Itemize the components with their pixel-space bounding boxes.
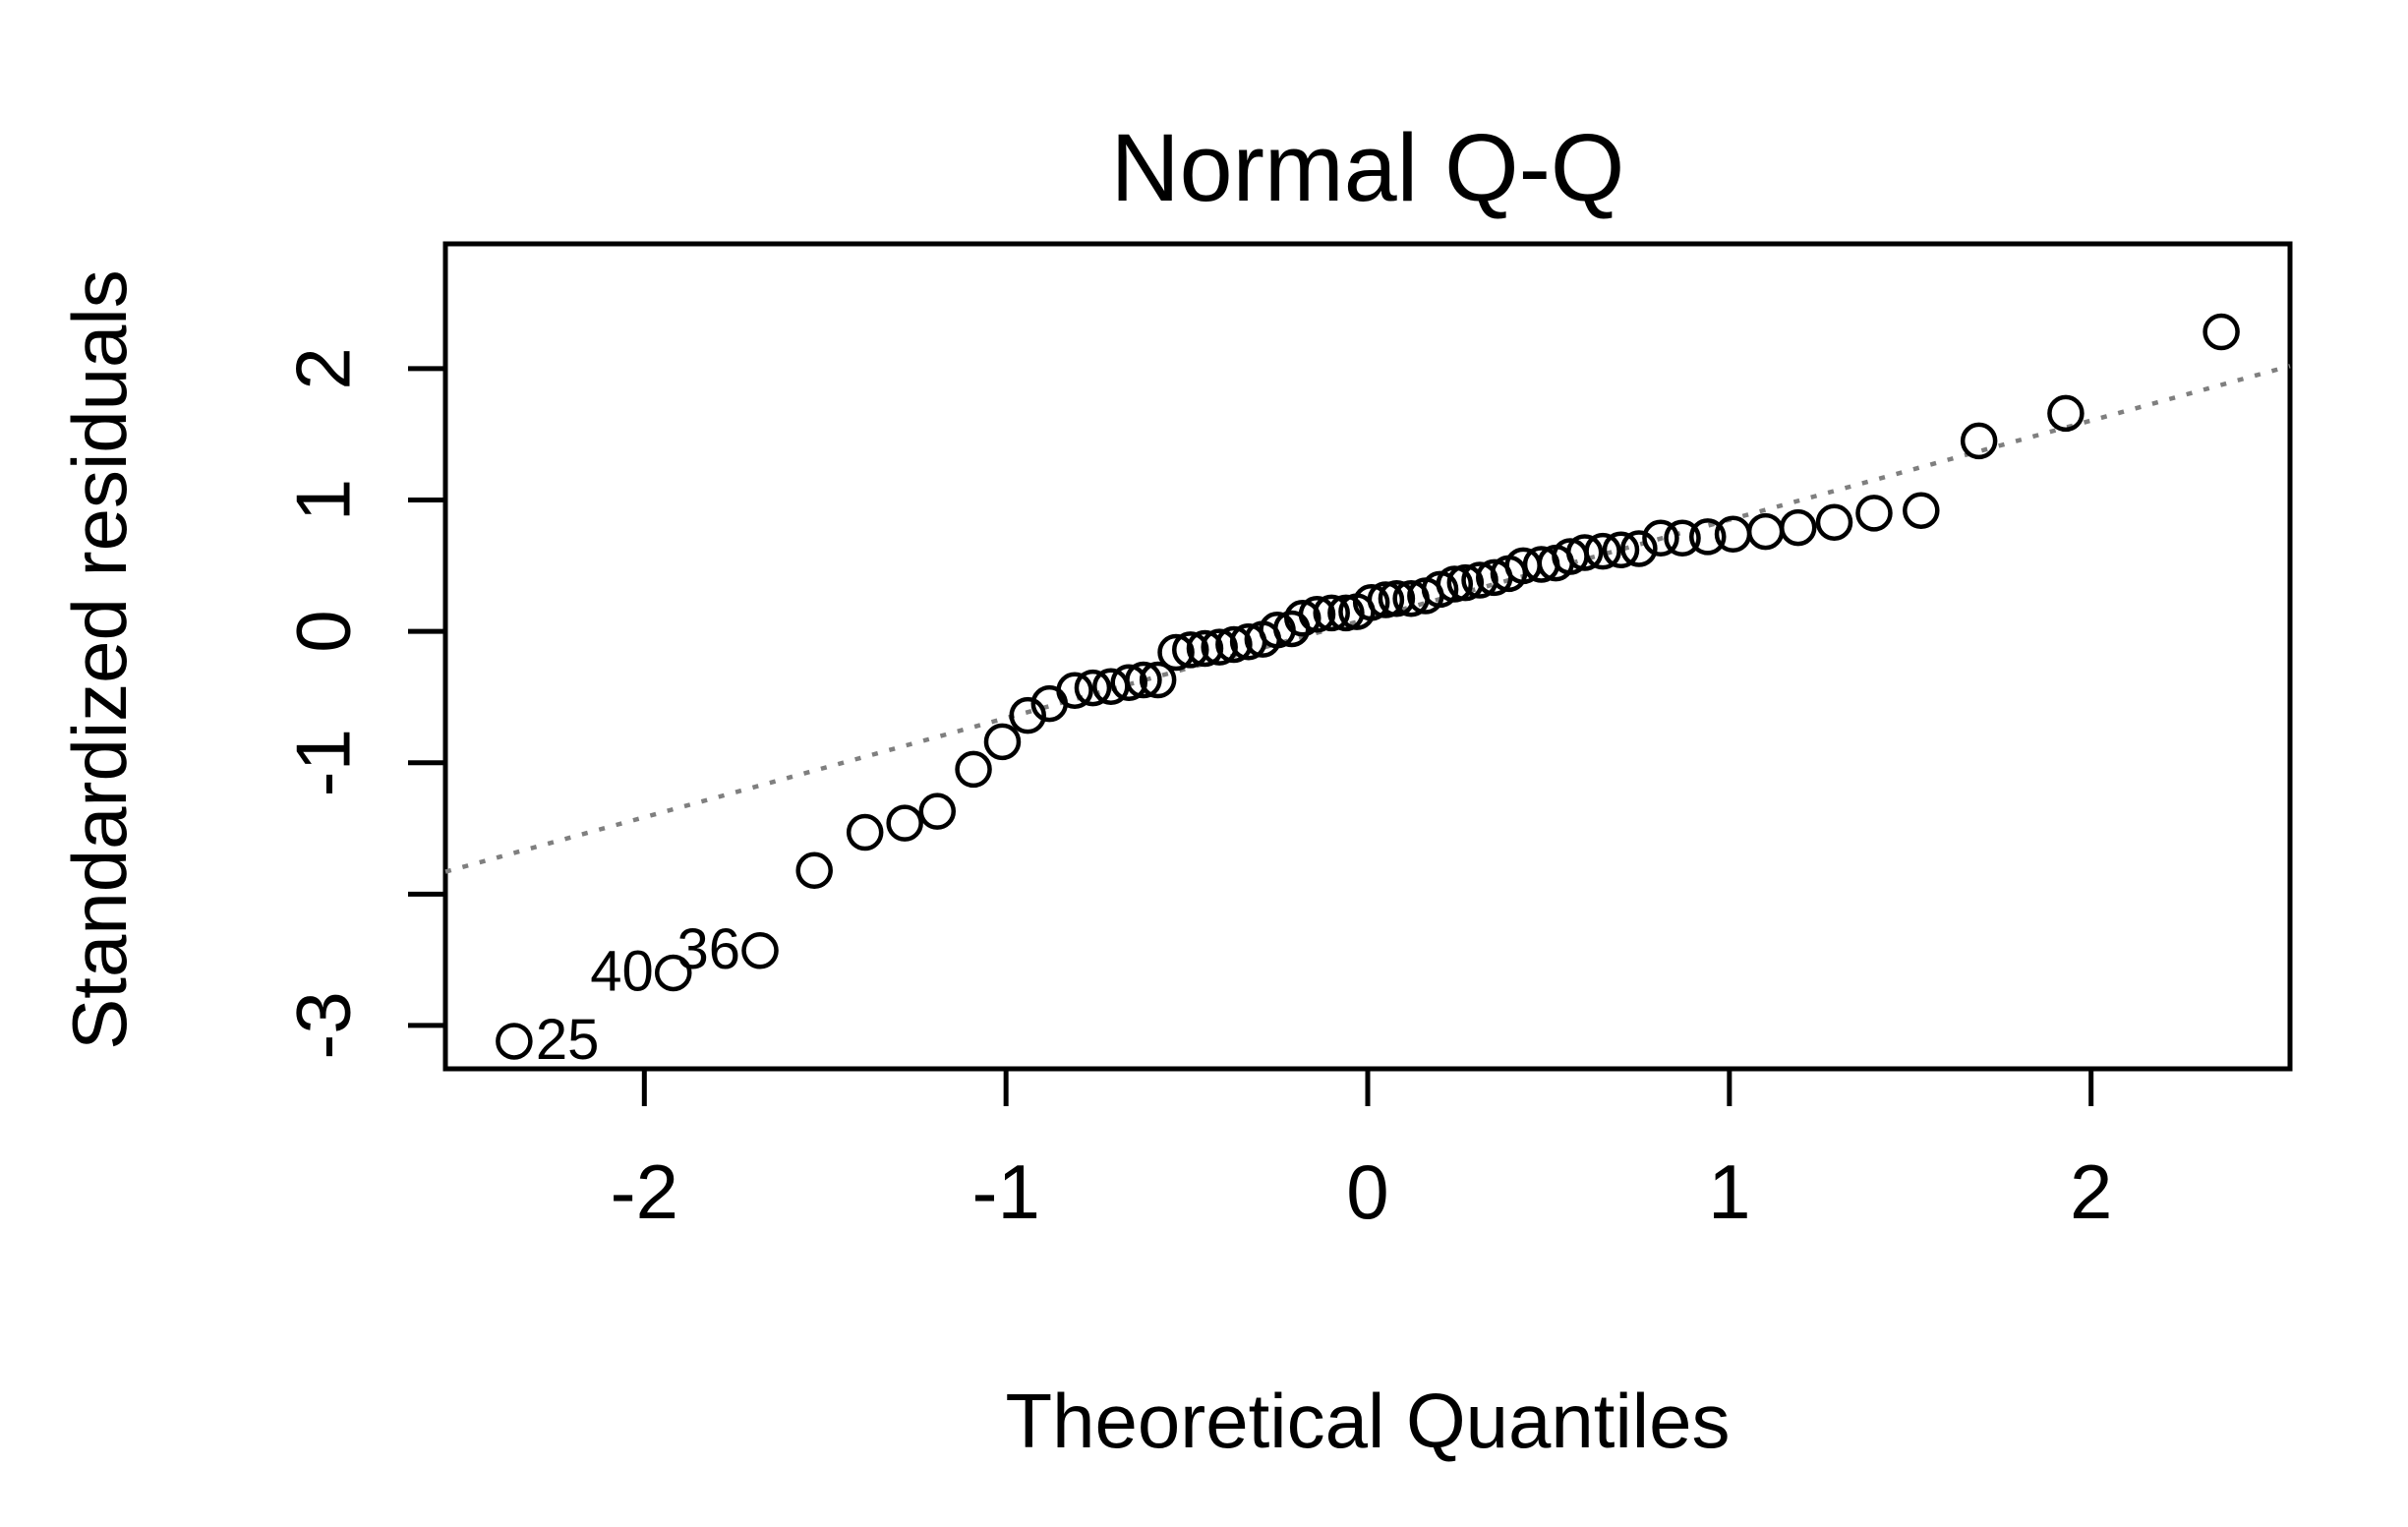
data-point	[1664, 519, 1701, 558]
data-point	[955, 750, 992, 789]
data-point	[846, 813, 884, 852]
data-point	[1378, 579, 1416, 617]
data-point	[1284, 600, 1321, 637]
data-point	[1074, 669, 1112, 707]
data-point	[1139, 661, 1177, 699]
x-tick-label: 0	[1346, 1148, 1388, 1235]
data-point	[2047, 394, 2085, 433]
data-point	[1903, 492, 1940, 529]
x-tick-label: 2	[2070, 1148, 2112, 1235]
data-point	[1815, 503, 1853, 541]
y-tick-label: -3	[280, 991, 367, 1059]
data-point	[1172, 631, 1209, 669]
x-tick-label: -1	[971, 1148, 1039, 1235]
data-point	[983, 723, 1022, 761]
data-point	[1620, 530, 1658, 567]
point-label: 40	[590, 939, 654, 1003]
data-point	[1642, 519, 1679, 558]
points-layer	[496, 313, 2240, 1060]
data-point	[496, 1023, 533, 1060]
data-point	[1746, 512, 1785, 551]
data-point	[1186, 629, 1224, 668]
data-point	[2202, 313, 2240, 351]
y-tick-label: 1	[280, 479, 367, 521]
data-point	[1352, 583, 1390, 621]
y-tick-label: -1	[280, 729, 367, 796]
data-point	[1602, 531, 1640, 569]
chart-title: Normal Q-Q	[1111, 114, 1625, 221]
data-point	[654, 954, 692, 992]
data-point	[1125, 661, 1162, 699]
data-point	[795, 852, 833, 890]
y-axis: -3 -1 0 1 2	[280, 347, 448, 1060]
data-point	[1327, 594, 1365, 632]
data-point	[1584, 532, 1621, 570]
data-point	[1110, 664, 1147, 701]
data-point	[1313, 594, 1350, 632]
data-point	[1446, 563, 1485, 602]
data-point	[1201, 628, 1238, 666]
data-point	[1298, 595, 1336, 633]
y-tick-label: 2	[280, 347, 367, 389]
data-point	[1056, 672, 1093, 709]
data-point	[741, 932, 779, 969]
data-point	[1855, 495, 1893, 532]
point-label: 25	[536, 1008, 600, 1072]
x-axis: -2 -1 0 1 2	[611, 1066, 2112, 1235]
data-point	[1565, 534, 1604, 571]
x-tick-label: 1	[1708, 1148, 1750, 1235]
x-tick-label: -2	[611, 1148, 678, 1235]
data-point	[1689, 518, 1727, 556]
data-point	[1960, 422, 1998, 460]
y-axis-title: Standardized residuals	[56, 269, 143, 1049]
data-point	[1436, 565, 1474, 603]
y-tick-label: 0	[280, 610, 367, 652]
data-point	[1009, 696, 1046, 734]
data-point	[1779, 508, 1817, 547]
data-point	[1157, 633, 1195, 672]
data-point	[1215, 625, 1253, 664]
x-axis-title: Theoretical Quantiles	[1005, 1378, 1730, 1464]
data-point	[1367, 581, 1405, 618]
point-label: 36	[677, 917, 741, 981]
data-point	[918, 793, 957, 830]
data-point	[886, 804, 923, 842]
